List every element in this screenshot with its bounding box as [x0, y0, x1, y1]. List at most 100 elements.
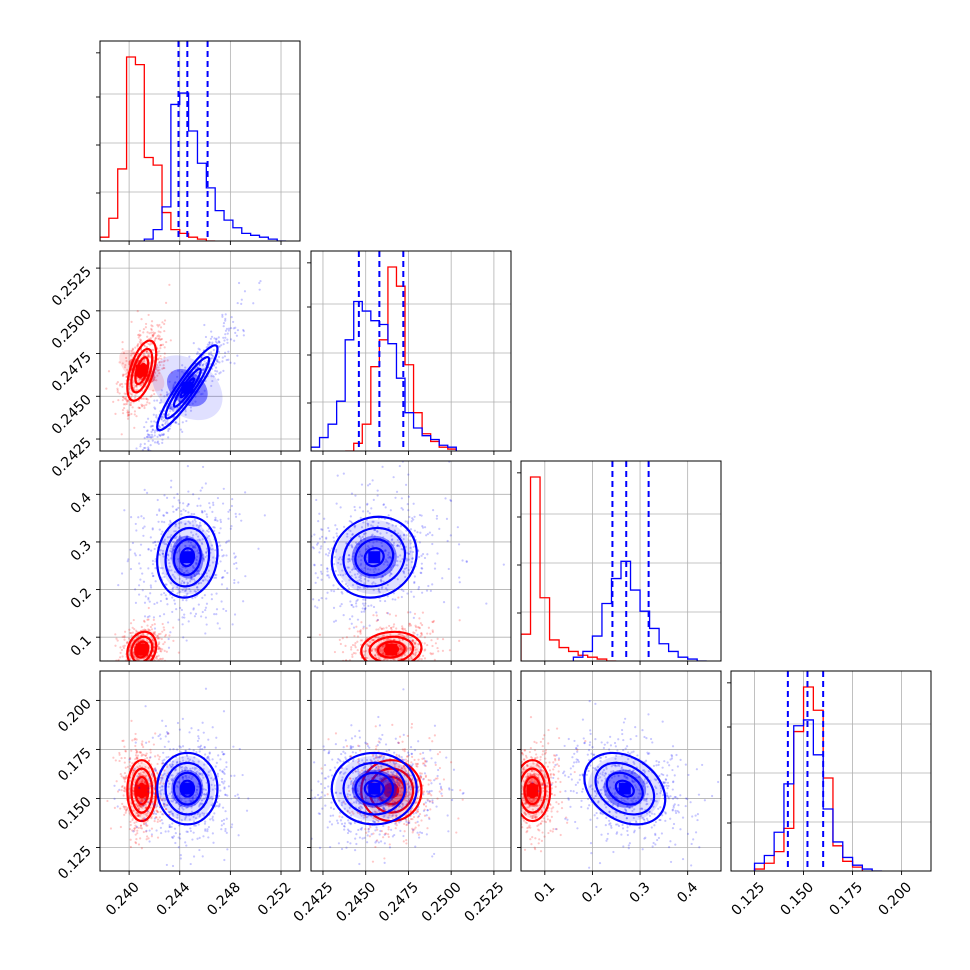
- scatter-point: [150, 785, 154, 788]
- scatter-point: [354, 509, 357, 512]
- scatter-point: [163, 769, 166, 772]
- scatter-point: [230, 826, 233, 829]
- scatter-point: [381, 544, 384, 548]
- scatter-point: [359, 577, 362, 580]
- scatter-point: [152, 663, 154, 665]
- scatter-point: [225, 817, 228, 820]
- scatter-point: [153, 429, 157, 432]
- scatter-point: [230, 316, 233, 319]
- scatter-point: [152, 774, 155, 777]
- scatter-point: [204, 335, 208, 339]
- scatter-point: [130, 719, 133, 723]
- scatter-point: [193, 518, 196, 521]
- scatter-point: [136, 662, 138, 664]
- scatter-point: [205, 362, 208, 365]
- scatter-point: [364, 602, 367, 605]
- scatter-point: [171, 763, 174, 766]
- scatter-point: [155, 657, 159, 660]
- scatter-point: [398, 644, 402, 647]
- scatter-point: [203, 576, 206, 579]
- scatter-point: [146, 331, 149, 334]
- scatter-point: [361, 663, 363, 665]
- scatter-point: [429, 779, 432, 782]
- scatter-point: [378, 657, 381, 661]
- scatter-point: [171, 796, 174, 799]
- scatter-point: [162, 413, 165, 416]
- scatter-point: [132, 451, 134, 453]
- scatter-point: [149, 584, 152, 587]
- scatter-point: [158, 733, 162, 736]
- scatter-point: [149, 586, 153, 589]
- scatter-point: [114, 633, 117, 636]
- scatter-point: [179, 567, 182, 571]
- scatter-point: [350, 622, 353, 625]
- scatter-point: [177, 803, 180, 806]
- scatter-point: [181, 776, 184, 779]
- scatter-point: [155, 803, 158, 806]
- scatter-point: [324, 553, 328, 556]
- scatter-point: [174, 381, 177, 384]
- scatter-point: [401, 548, 404, 551]
- scatter-point: [163, 419, 166, 422]
- scatter-point: [465, 560, 468, 563]
- scatter-point: [307, 546, 309, 548]
- scatter-point: [351, 546, 354, 549]
- scatter-point: [305, 523, 307, 525]
- scatter-point: [356, 789, 359, 792]
- scatter-point: [140, 799, 143, 802]
- scatter-point: [157, 654, 160, 657]
- scatter-point: [184, 818, 187, 821]
- scatter-point: [153, 663, 155, 665]
- scatter-point: [171, 760, 175, 763]
- scatter-point: [130, 456, 132, 458]
- scatter-point: [139, 751, 142, 754]
- scatter-point: [209, 548, 212, 551]
- scatter-point: [151, 429, 154, 432]
- scatter-point: [230, 774, 233, 777]
- scatter-point: [419, 772, 422, 775]
- scatter-point: [203, 788, 206, 791]
- scatter-point: [187, 776, 191, 779]
- scatter-point: [408, 820, 411, 823]
- scatter-point: [203, 510, 206, 513]
- scatter-point: [139, 445, 142, 448]
- scatter-point: [154, 580, 157, 583]
- scatter-point: [121, 385, 124, 388]
- scatter-point: [163, 805, 166, 808]
- scatter-point: [175, 535, 178, 538]
- scatter-point: [362, 510, 365, 513]
- scatter-point: [165, 391, 169, 394]
- scatter-point: [220, 344, 223, 347]
- scatter-point: [167, 646, 171, 649]
- scatter-point: [114, 644, 117, 647]
- scatter-point: [198, 524, 201, 527]
- scatter-point: [140, 668, 142, 670]
- scatter-point: [423, 808, 426, 811]
- scatter-point: [412, 502, 415, 505]
- scatter-point: [215, 608, 219, 611]
- scatter-point: [127, 558, 130, 561]
- scatter-point: [126, 400, 129, 403]
- contour-blue: [172, 367, 202, 408]
- scatter-point: [150, 324, 153, 327]
- scatter-point: [138, 406, 141, 410]
- scatter-point: [327, 738, 330, 741]
- scatter-point: [400, 497, 403, 500]
- scatter-point: [152, 359, 155, 363]
- scatter-point: [432, 619, 435, 623]
- scatter-point: [294, 577, 296, 579]
- scatter-point: [353, 505, 356, 509]
- scatter-point: [151, 528, 154, 531]
- scatter-point: [382, 503, 385, 506]
- scatter-point: [341, 580, 344, 583]
- scatter-point: [168, 380, 171, 383]
- scatter-point: [327, 547, 330, 551]
- scatter-point: [382, 580, 385, 583]
- scatter-point: [340, 591, 343, 594]
- contour-red: [134, 356, 150, 386]
- scatter-point: [390, 539, 394, 542]
- scatter-point: [317, 520, 320, 523]
- scatter-point: [122, 396, 125, 399]
- scatter-point: [123, 366, 127, 369]
